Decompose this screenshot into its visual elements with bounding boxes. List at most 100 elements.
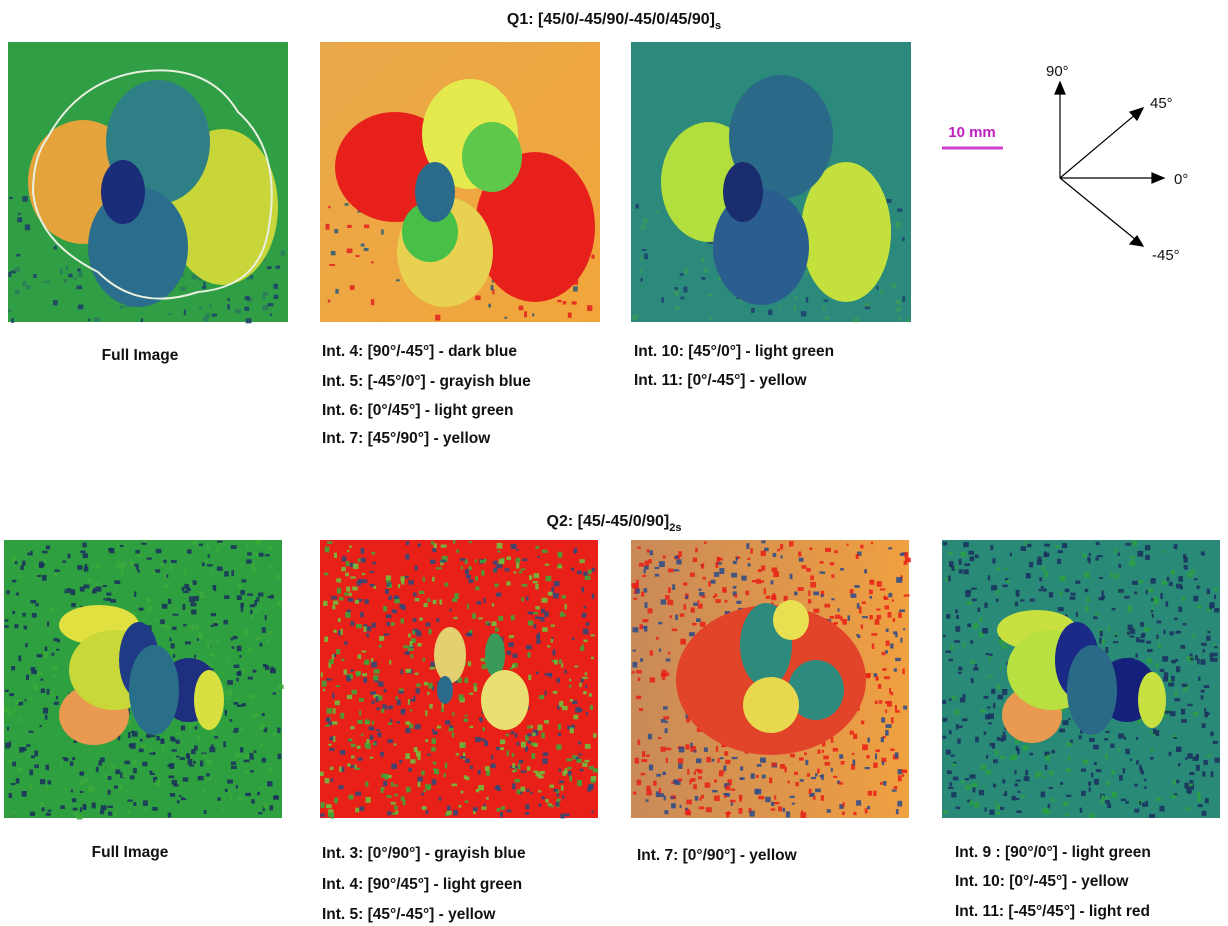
image-speckle: [569, 678, 572, 682]
image-speckle: [1210, 731, 1214, 737]
image-speckle: [357, 558, 361, 562]
image-speckle: [73, 738, 77, 744]
image-speckle: [383, 688, 387, 693]
image-speckle: [645, 799, 649, 802]
image-speckle: [856, 800, 862, 806]
image-speckle: [665, 720, 668, 724]
image-panel: [4, 540, 284, 820]
image-speckle: [169, 763, 175, 769]
image-speckle: [1038, 589, 1043, 592]
image-speckle: [1118, 589, 1124, 593]
image-speckle: [971, 598, 977, 602]
image-speckle: [468, 541, 472, 544]
image-speckle: [834, 550, 838, 554]
image-speckle: [701, 794, 705, 799]
image-speckle: [685, 595, 689, 599]
image-speckle: [29, 811, 35, 816]
image-speckle: [165, 625, 170, 631]
image-speckle: [557, 732, 561, 737]
image-speckle: [1029, 598, 1035, 602]
image-speckle: [385, 614, 392, 619]
image-speckle: [153, 776, 158, 783]
image-speckle: [84, 563, 88, 569]
image-speckle: [1096, 555, 1103, 558]
image-speckle: [127, 799, 133, 802]
image-speckle: [184, 641, 191, 645]
image-speckle: [363, 626, 367, 632]
image-speckle: [17, 217, 23, 223]
image-speckle: [4, 625, 9, 628]
image-speckle: [396, 721, 400, 724]
image-speckle: [496, 746, 501, 751]
image-speckle: [402, 800, 406, 806]
image-speckle: [1081, 790, 1086, 796]
image-speckle: [809, 794, 813, 797]
image-speckle: [584, 575, 591, 580]
image-speckle: [252, 669, 257, 673]
image-speckle: [187, 759, 193, 765]
image-speckle: [678, 763, 683, 769]
image-speckle: [714, 572, 720, 577]
image-speckle: [875, 753, 878, 760]
image-speckle: [575, 756, 580, 761]
image-speckle: [496, 542, 503, 549]
arrow-head: [1054, 80, 1066, 95]
image-speckle: [33, 686, 38, 690]
image-speckle: [542, 758, 548, 764]
image-speckle: [59, 762, 63, 767]
image-speckle: [171, 626, 177, 631]
image-speckle: [328, 721, 333, 726]
image-speckle: [582, 762, 588, 767]
image-speckle: [6, 590, 10, 595]
image-speckle: [361, 579, 368, 584]
image-speckle: [425, 810, 429, 815]
image-speckle: [137, 569, 141, 573]
caption: Int. 5: [45°/-45°] - yellow: [322, 906, 496, 923]
image-speckle: [506, 650, 511, 655]
image-speckle: [320, 672, 323, 678]
image-speckle: [850, 593, 857, 598]
image-speckle: [727, 779, 732, 786]
image-speckle: [573, 279, 579, 285]
image-speckle: [191, 274, 197, 280]
image-speckle: [533, 624, 537, 629]
image-speckle: [536, 634, 540, 640]
image-speckle: [260, 606, 263, 610]
image-speckle: [244, 306, 250, 311]
image-speckle: [417, 543, 421, 547]
image-speckle: [637, 546, 641, 549]
image-speckle: [698, 776, 703, 780]
image-speckle: [431, 541, 434, 545]
image-speckle: [1086, 597, 1090, 603]
image-speckle: [1139, 764, 1142, 771]
image-speckle: [1203, 759, 1208, 765]
image-speckle: [1169, 631, 1174, 636]
image-speckle: [187, 549, 192, 554]
image-speckle: [280, 250, 285, 256]
image-speckle: [990, 544, 994, 551]
image-speckle: [589, 705, 594, 710]
image-speckle: [1036, 559, 1043, 565]
image-speckle: [704, 782, 711, 788]
image-speckle: [133, 802, 137, 806]
image-speckle: [838, 782, 844, 785]
image-speckle: [968, 550, 975, 555]
image-speckle: [369, 570, 375, 573]
q1-title: Q1: [45/0/-45/90/-45/0/45/90]s: [507, 11, 721, 32]
image-speckle: [860, 624, 863, 629]
image-speckle: [182, 777, 189, 782]
image-speckle: [108, 811, 113, 816]
image-speckle: [333, 708, 336, 714]
image-speckle: [971, 783, 977, 787]
image-speckle: [1196, 605, 1202, 609]
image-speckle: [1176, 746, 1182, 752]
image-speckle: [464, 800, 469, 803]
image-speckle: [373, 742, 377, 745]
image-speckle: [886, 199, 892, 203]
image-speckle: [637, 739, 641, 745]
image-speckle: [4, 689, 9, 693]
image-speckle: [544, 720, 549, 724]
image-speckle: [1048, 786, 1054, 790]
image-speckle: [564, 603, 567, 610]
image-speckle: [690, 746, 697, 752]
